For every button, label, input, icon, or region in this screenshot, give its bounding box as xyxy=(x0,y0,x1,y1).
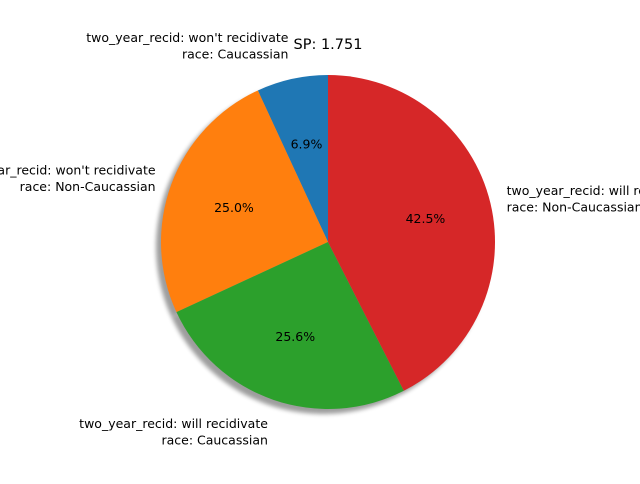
pie-percent-label-3: 25.6% xyxy=(275,329,315,344)
pie-category-label-line: race: Caucassian xyxy=(182,46,288,61)
pie-category-label-line: race: Non-Caucassian xyxy=(507,199,640,214)
pie-category-label-line: two_year_recid: will recidivate xyxy=(507,183,640,198)
pie-percent-label-1: 6.9% xyxy=(291,137,323,152)
pie-category-label-1: two_year_recid: won't recidivate race: Ca… xyxy=(86,30,289,62)
pie-category-label-line: race: Non-Caucassian xyxy=(20,179,156,194)
chart-title: SP: 1.751 xyxy=(294,37,363,53)
pie-slices xyxy=(161,74,496,410)
pie-percent-label-4: 42.5% xyxy=(406,211,446,226)
pie-category-label-line: race: Caucassian xyxy=(161,432,267,447)
pie-category-label-line: two_year_recid: will recidivate xyxy=(79,416,268,431)
pie-category-labels: two_year_recid: won't recidivate race: Ca… xyxy=(0,30,640,448)
pie-percent-labels: 6.9% 25.0% 25.6% 42.5% xyxy=(214,137,445,345)
pie-slice-2 xyxy=(161,90,328,313)
pie-slice-4 xyxy=(328,74,496,391)
pie-category-label-3: two_year_recid: will recidivate race: Cau… xyxy=(79,416,268,448)
pie-category-label-line: two_year_recid: won't recidivate xyxy=(0,163,156,178)
pie-percent-label-2: 25.0% xyxy=(214,200,254,215)
pie-slice-3 xyxy=(176,242,404,410)
pie-category-label-line: two_year_recid: won't recidivate xyxy=(86,30,289,45)
pie-slice-1 xyxy=(257,75,328,242)
